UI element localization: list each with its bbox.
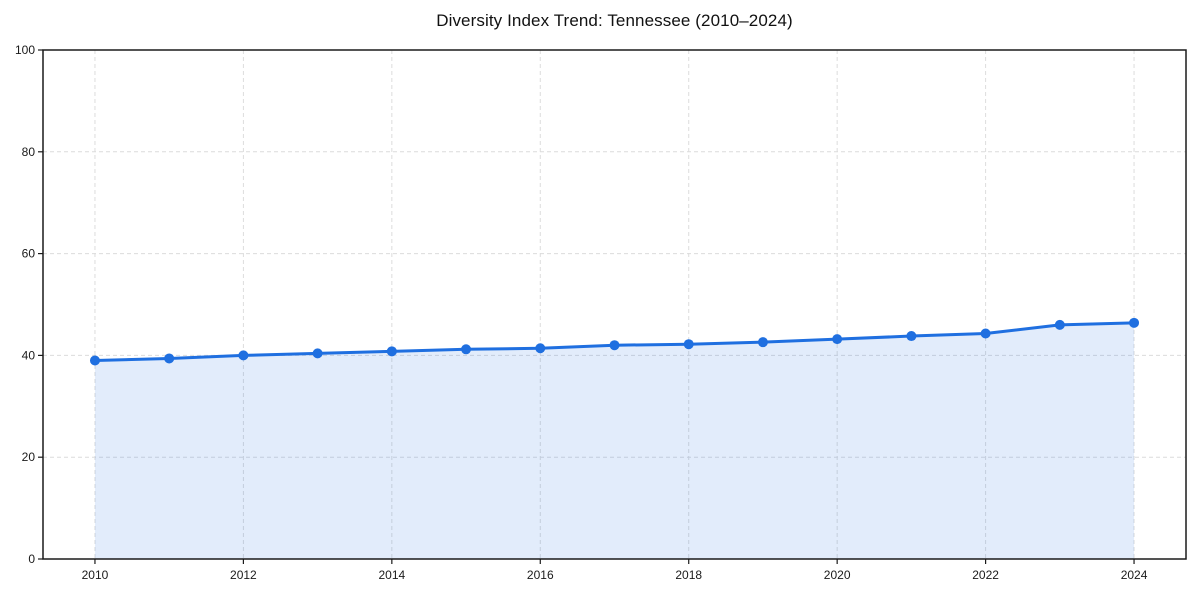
data-point-2010	[89, 355, 100, 366]
y-tick-label: 0	[28, 552, 35, 566]
y-tick-label: 20	[22, 450, 36, 464]
data-point-2022	[980, 328, 991, 339]
x-tick-label: 2018	[675, 568, 702, 582]
data-point-2019	[757, 337, 768, 348]
data-point-2021	[906, 331, 917, 342]
x-tick-label: 2012	[230, 568, 257, 582]
x-tick-label: 2020	[824, 568, 851, 582]
y-tick-label: 100	[15, 43, 35, 57]
data-point-2024	[1129, 317, 1140, 328]
axis-frame	[42, 49, 1187, 560]
y-tick-label: 60	[22, 247, 36, 261]
x-tick-label: 2022	[972, 568, 999, 582]
data-point-2017	[609, 340, 620, 351]
data-point-2012	[238, 350, 249, 361]
x-tick-label: 2016	[527, 568, 554, 582]
data-point-2023	[1054, 319, 1065, 330]
y-tick-label: 80	[22, 145, 36, 159]
chart-title: Diversity Index Trend: Tennessee (2010–2…	[436, 11, 793, 30]
data-point-2016	[535, 343, 546, 354]
y-tick-label: 40	[22, 348, 36, 362]
x-tick-label: 2014	[378, 568, 405, 582]
data-point-2015	[461, 344, 472, 355]
x-tick-label: 2024	[1121, 568, 1148, 582]
data-point-2013	[312, 348, 323, 359]
area-fill	[94, 322, 1135, 559]
data-point-2011	[164, 353, 175, 364]
data-point-2020	[832, 334, 843, 345]
data-point-2014	[386, 346, 397, 357]
x-tick-label: 2010	[82, 568, 109, 582]
data-point-2018	[683, 339, 694, 350]
